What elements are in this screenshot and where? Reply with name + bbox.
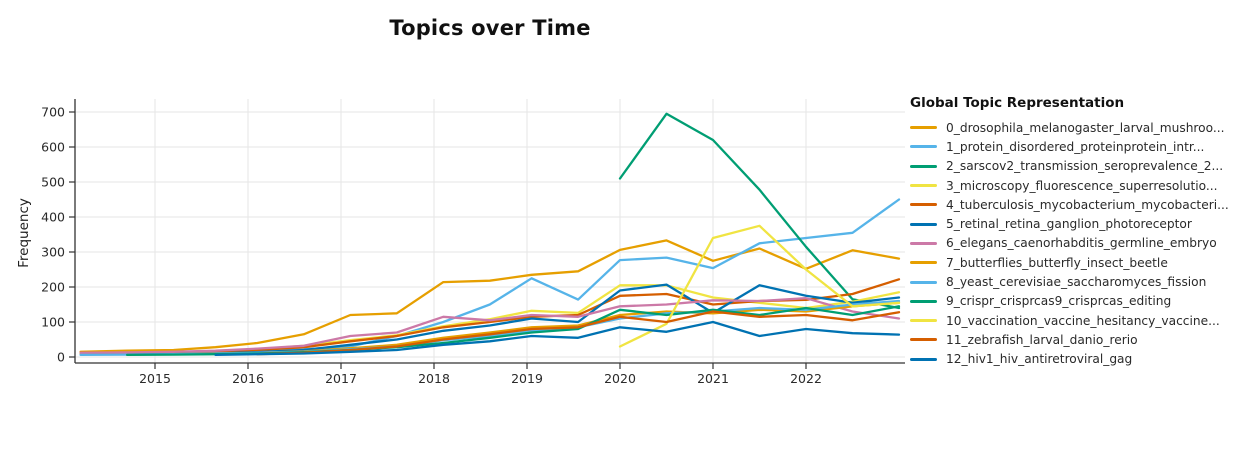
legend-items: 0_drosophila_melanogaster_larval_mushroo… <box>910 118 1245 369</box>
y-tick-label: 600 <box>41 140 65 155</box>
legend-item-8[interactable]: 8_yeast_cerevisiae_saccharomyces_fission <box>910 272 1245 291</box>
x-tick-label: 2016 <box>232 371 264 386</box>
legend-item-3[interactable]: 3_microscopy_fluorescence_superresolutio… <box>910 176 1245 195</box>
series-line-1[interactable] <box>79 198 901 356</box>
legend-label: 5_retinal_retina_ganglion_photoreceptor <box>946 217 1192 232</box>
series-line-2[interactable] <box>618 112 901 310</box>
legend-swatch <box>910 126 937 130</box>
y-tick-label: 700 <box>41 105 65 120</box>
legend-item-2[interactable]: 2_sarscov2_transmission_seroprevalence_2… <box>910 157 1245 176</box>
x-tick-label: 2021 <box>697 371 729 386</box>
legend-swatch <box>910 222 937 226</box>
legend-label: 6_elegans_caenorhabditis_germline_embryo <box>946 236 1217 251</box>
y-tick-label: 100 <box>41 315 65 330</box>
y-tick-label: 500 <box>41 175 65 190</box>
x-tick-label: 2018 <box>418 371 450 386</box>
legend-item-11[interactable]: 11_zebrafish_larval_danio_rerio <box>910 330 1245 349</box>
legend-swatch <box>910 184 937 188</box>
legend-item-1[interactable]: 1_protein_disordered_proteinprotein_intr… <box>910 137 1245 156</box>
legend-item-6[interactable]: 6_elegans_caenorhabditis_germline_embryo <box>910 234 1245 253</box>
x-tick-label: 2017 <box>325 371 357 386</box>
legend-swatch <box>910 261 937 265</box>
legend-swatch <box>910 164 937 168</box>
legend-swatch <box>910 338 937 342</box>
series-line-11[interactable] <box>256 310 901 356</box>
legend-item-12[interactable]: 12_hiv1_hiv_antiretroviral_gag <box>910 350 1245 369</box>
legend-item-10[interactable]: 10_vaccination_vaccine_hesitancy_vaccine… <box>910 311 1245 330</box>
y-tick-label: 300 <box>41 245 65 260</box>
legend-item-7[interactable]: 7_butterflies_butterfly_insect_beetle <box>910 253 1245 272</box>
x-tick-label: 2020 <box>604 371 636 386</box>
legend-swatch <box>910 299 937 303</box>
series-line-6[interactable] <box>79 297 901 354</box>
legend-label: 2_sarscov2_transmission_seroprevalence_2… <box>946 159 1224 174</box>
series-line-8[interactable] <box>79 299 901 357</box>
y-tick-label: 200 <box>41 280 65 295</box>
legend: Global Topic Representation 0_drosophila… <box>910 95 1245 369</box>
legend-item-5[interactable]: 5_retinal_retina_ganglion_photoreceptor <box>910 214 1245 233</box>
legend-label: 11_zebrafish_larval_danio_rerio <box>946 332 1138 347</box>
legend-label: 9_crispr_crisprcas9_crisprcas_editing <box>946 294 1172 309</box>
x-tick-label: 2019 <box>511 371 543 386</box>
y-tick-label: 400 <box>41 210 65 225</box>
legend-item-9[interactable]: 9_crispr_crisprcas9_crisprcas_editing <box>910 292 1245 311</box>
legend-label: 12_hiv1_hiv_antiretroviral_gag <box>946 352 1133 367</box>
legend-swatch <box>910 241 937 245</box>
x-tick-label: 2015 <box>139 371 171 386</box>
legend-swatch <box>910 203 937 207</box>
legend-title: Global Topic Representation <box>910 95 1125 111</box>
series-line-12[interactable] <box>214 320 901 357</box>
legend-label: 3_microscopy_fluorescence_superresolutio… <box>946 178 1218 193</box>
legend-swatch <box>910 357 937 361</box>
legend-swatch <box>910 145 937 149</box>
legend-label: 8_yeast_cerevisiae_saccharomyces_fission <box>946 275 1207 290</box>
legend-item-4[interactable]: 4_tuberculosis_mycobacterium_mycobacteri… <box>910 195 1245 214</box>
legend-swatch <box>910 280 937 284</box>
series-line-10[interactable] <box>618 224 901 348</box>
chart-title: Topics over Time <box>389 16 591 40</box>
legend-label: 10_vaccination_vaccine_hesitancy_vaccine… <box>946 313 1220 328</box>
series-line-0[interactable] <box>79 239 901 353</box>
legend-label: 4_tuberculosis_mycobacterium_mycobacteri… <box>946 197 1229 212</box>
y-tick-label: 0 <box>57 350 65 365</box>
legend-label: 0_drosophila_melanogaster_larval_mushroo… <box>946 120 1225 135</box>
legend-item-0[interactable]: 0_drosophila_melanogaster_larval_mushroo… <box>910 118 1245 137</box>
legend-swatch <box>910 319 937 323</box>
legend-label: 1_protein_disordered_proteinprotein_intr… <box>946 139 1205 154</box>
legend-label: 7_butterflies_butterfly_insect_beetle <box>946 255 1168 270</box>
x-tick-label: 2022 <box>790 371 822 386</box>
